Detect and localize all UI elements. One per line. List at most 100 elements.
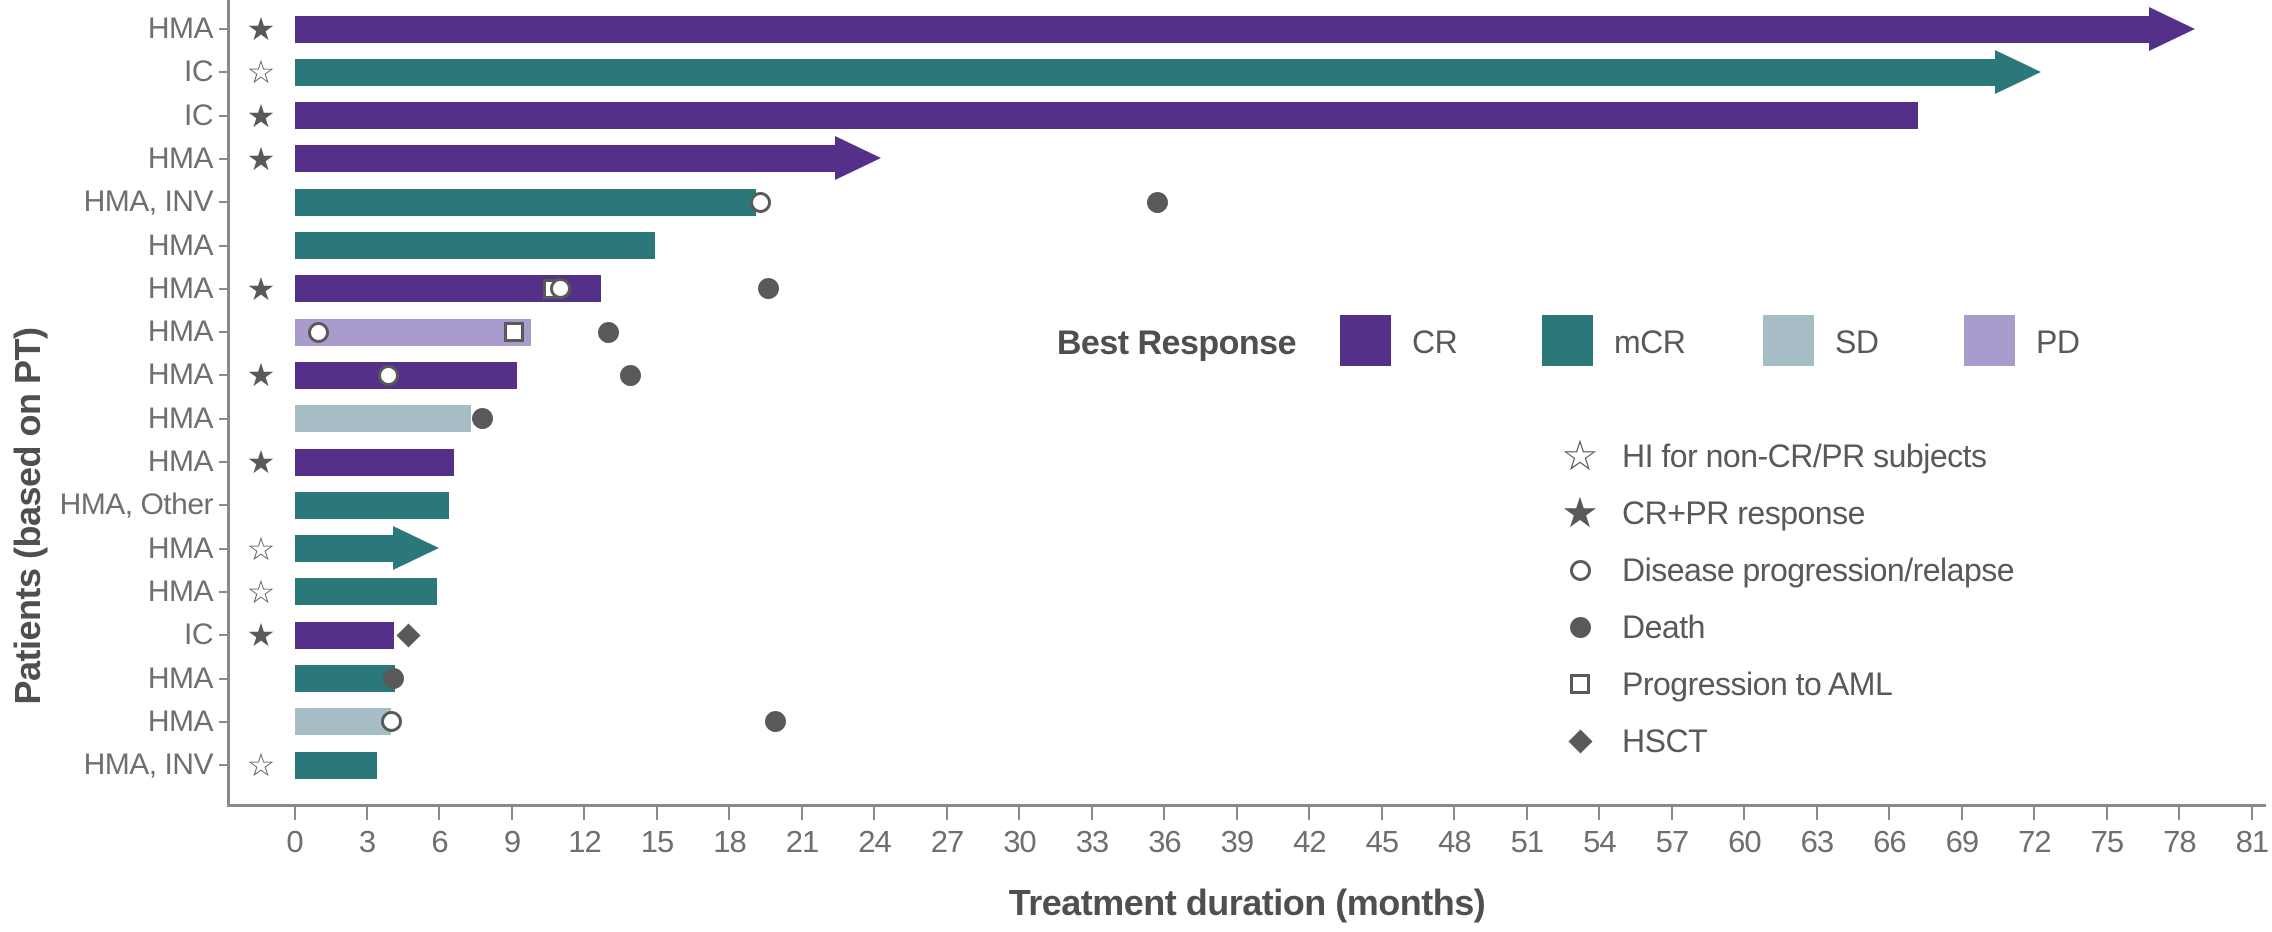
treatment-bar-SD	[294, 405, 471, 433]
response-star-open-star-icon: ☆	[246, 573, 276, 610]
x-tick-label: 66	[1873, 824, 1906, 859]
x-axis-tick	[2033, 806, 2036, 820]
x-tick-label: 0	[286, 824, 303, 859]
x-axis-tick	[1815, 806, 1818, 820]
symbol-legend-label: Disease progression/relapse	[1622, 552, 2015, 588]
x-axis-tick	[873, 806, 876, 820]
x-axis-tick	[365, 806, 368, 820]
y-axis-tick	[219, 461, 228, 463]
x-tick-label: 36	[1148, 824, 1181, 859]
y-axis-tick	[219, 201, 228, 204]
patient-label: HMA	[147, 358, 214, 392]
y-axis-tick	[219, 677, 228, 680]
filled-circle-marker	[598, 321, 620, 343]
open-star-icon: ☆	[1561, 432, 1599, 479]
y-axis-tick	[219, 547, 228, 550]
x-tick-label: 12	[568, 824, 601, 859]
legend-label-CR: CR	[1412, 324, 1458, 360]
open-circle-icon	[1569, 559, 1591, 581]
filled-circle-icon	[1569, 616, 1591, 638]
open-circle-marker	[308, 321, 330, 343]
x-axis-tick	[655, 806, 658, 820]
x-axis-tick	[1380, 806, 1383, 820]
treatment-bar-mCR	[294, 535, 394, 563]
legend-swatch-PD	[1964, 315, 2015, 366]
x-axis-tick	[583, 806, 586, 820]
response-star-filled-star-icon: ★	[246, 140, 276, 177]
x-axis-tick	[438, 806, 441, 820]
filled-circle-marker	[757, 278, 779, 300]
x-axis-tick	[1598, 806, 1601, 820]
x-tick-label: 15	[640, 824, 674, 859]
x-tick-label: 45	[1365, 824, 1399, 859]
x-tick-label: 24	[858, 824, 891, 859]
x-tick-label: 21	[785, 824, 819, 859]
treatment-bar-mCR	[294, 188, 757, 216]
x-tick-label: 3	[358, 824, 376, 859]
response-star-open-star-icon: ☆	[246, 530, 276, 567]
ongoing-treatment-arrow-icon	[392, 526, 439, 571]
treatment-bar-mCR	[294, 232, 655, 259]
x-axis-tick	[1743, 806, 1746, 820]
patient-label: HMA	[147, 531, 214, 565]
patient-label: HMA	[147, 401, 214, 435]
ongoing-treatment-arrow-icon	[834, 136, 881, 181]
x-tick-label: 72	[2018, 824, 2051, 859]
y-axis-tick	[219, 157, 228, 160]
y-axis-tick	[219, 71, 228, 74]
treatment-bar-mCR	[294, 665, 395, 692]
filled-diamond-icon	[1567, 728, 1593, 754]
y-axis-tick	[219, 331, 228, 334]
x-tick-label: 69	[1945, 824, 1979, 859]
x-tick-label: 63	[1800, 824, 1834, 859]
y-axis-tick	[219, 28, 228, 30]
x-axis-tick	[945, 806, 948, 820]
treatment-bar-CR	[294, 102, 1919, 130]
response-star-open-star-icon: ☆	[246, 54, 276, 91]
x-tick-label: 78	[2163, 824, 2196, 859]
patient-label: HMA, INV	[83, 748, 214, 782]
filled-circle-marker	[619, 364, 641, 386]
y-axis-title: Patients (based on PT)	[7, 327, 48, 705]
patient-label: HMA	[147, 271, 214, 305]
treatment-bar-mCR	[294, 751, 377, 779]
patient-label: HMA	[147, 445, 214, 478]
patient-label: HMA, INV	[83, 185, 214, 219]
x-axis-tick	[2178, 806, 2181, 820]
x-axis-tick	[728, 806, 731, 820]
x-axis-tick	[2250, 806, 2253, 820]
patient-label: HMA	[147, 315, 214, 349]
y-axis-tick	[219, 374, 228, 377]
patient-label: HMA	[147, 661, 214, 695]
ongoing-treatment-arrow-icon	[1994, 49, 2041, 94]
open-circle-marker	[378, 364, 400, 386]
x-tick-label: 9	[503, 824, 521, 859]
x-axis-tick	[1888, 806, 1891, 820]
filled-circle-marker	[764, 711, 786, 733]
x-tick-label: 30	[1003, 824, 1036, 859]
treatment-bar-SD	[294, 708, 392, 736]
y-axis-tick	[219, 504, 228, 507]
x-tick-label: 48	[1438, 824, 1471, 859]
symbol-legend-label: Death	[1622, 609, 1705, 645]
x-axis-tick	[1235, 806, 1238, 820]
filled-circle-marker	[383, 668, 405, 689]
patient-label: HMA	[147, 704, 214, 738]
symbol-legend-label: HI for non-CR/PR subjects	[1622, 438, 1987, 474]
x-tick-label: 51	[1510, 824, 1544, 859]
response-star-filled-star-icon: ★	[246, 97, 276, 134]
x-tick-label: 54	[1583, 824, 1616, 859]
x-axis-tick	[293, 806, 296, 820]
patient-label: IC	[184, 98, 214, 132]
x-tick-label: 18	[713, 824, 746, 859]
x-axis-tick	[510, 806, 513, 820]
open-square-icon	[1570, 674, 1590, 694]
open-circle-marker	[549, 278, 571, 300]
legend-label-PD: PD	[2036, 324, 2080, 360]
x-tick-label: 60	[1728, 824, 1761, 859]
filled-star-icon: ★	[1561, 489, 1599, 536]
response-star-filled-star-icon: ★	[246, 11, 276, 47]
x-tick-label: 39	[1220, 824, 1254, 859]
symbol-legend-label: CR+PR response	[1622, 495, 1865, 531]
symbol-legend-label: HSCT	[1622, 723, 1708, 759]
